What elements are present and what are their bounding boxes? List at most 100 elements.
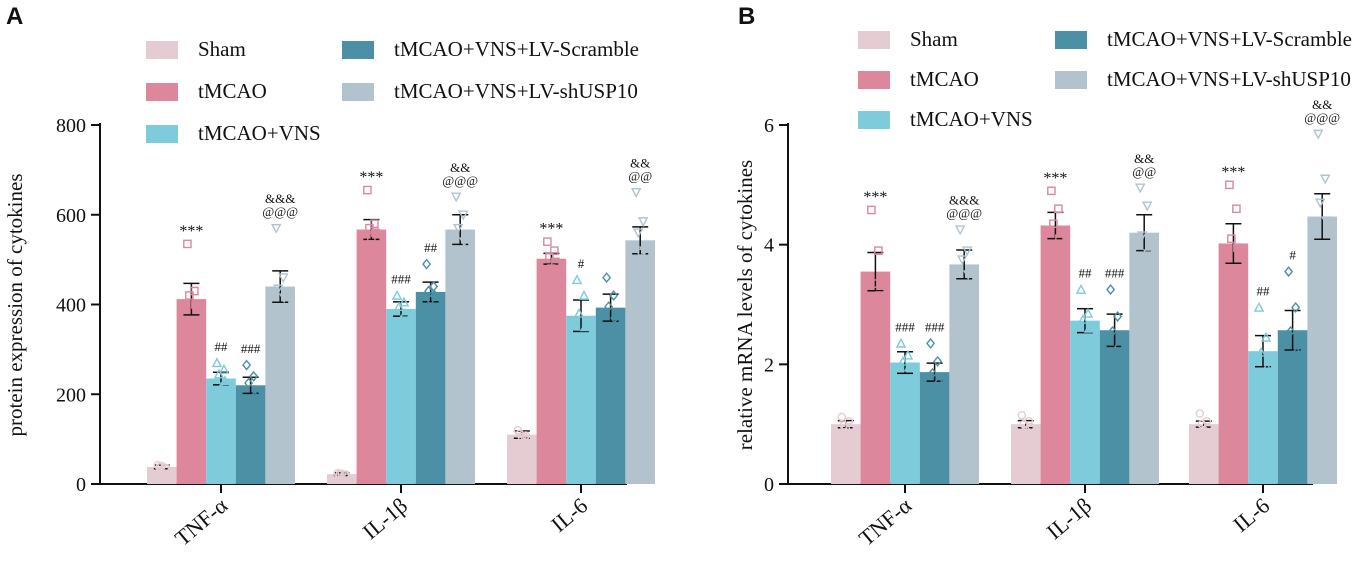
bar <box>356 229 387 484</box>
significance-label: && <box>1312 97 1332 112</box>
data-point <box>606 343 616 355</box>
significance-label: *** <box>539 221 563 238</box>
legend-label: tMCAO+VNS <box>198 121 321 145</box>
data-point <box>1110 361 1120 373</box>
legend-label: tMCAO+VNS+LV-shUSP10 <box>394 79 638 103</box>
bar <box>1248 351 1278 484</box>
data-point <box>157 461 167 471</box>
data-point <box>1284 266 1294 278</box>
legend-swatch <box>342 41 374 59</box>
data-point <box>393 301 405 312</box>
bar <box>1040 225 1071 484</box>
legend-swatch <box>1055 71 1087 89</box>
legend-swatch <box>858 111 890 129</box>
x-tick-label: IL-6 <box>546 493 592 537</box>
significance-label: && <box>1134 151 1154 166</box>
y-tick-label: 200 <box>56 384 86 406</box>
bar <box>890 362 920 484</box>
data-point <box>630 188 642 198</box>
bar <box>327 474 357 484</box>
data-point <box>1051 261 1060 270</box>
data-point <box>1108 325 1118 337</box>
legend-swatch <box>146 83 178 101</box>
data-point <box>426 294 436 306</box>
legend-swatch <box>858 71 890 89</box>
data-point <box>450 192 462 203</box>
significance-label: *** <box>1043 170 1067 187</box>
data-point <box>274 336 286 346</box>
data-point <box>272 284 284 295</box>
data-point <box>637 217 649 228</box>
data-point <box>1291 301 1301 313</box>
data-point <box>573 307 585 318</box>
data-point <box>869 279 878 288</box>
significance-label: ## <box>424 240 438 255</box>
x-tick-label: IL-6 <box>1228 493 1274 537</box>
bar <box>147 466 177 484</box>
legend-swatch <box>858 31 890 49</box>
significance-label: ## <box>1079 266 1093 281</box>
bar <box>1099 330 1130 484</box>
data-point <box>1320 216 1332 227</box>
bar <box>265 286 295 484</box>
significance-label: @@@ <box>442 173 478 188</box>
x-tick-label: IL-1β <box>358 493 413 544</box>
x-tick-label: TNF-α <box>854 492 917 550</box>
bar <box>1129 232 1159 484</box>
panel-b: B Sham tMCAO+VNS+LV-Scramble tMCAO tMCAO+VNS… <box>733 3 1352 551</box>
data-point <box>365 223 374 233</box>
significance-label: ### <box>241 341 261 356</box>
significance-label: &&& <box>949 193 979 208</box>
data-point <box>424 285 434 297</box>
data-point <box>250 390 260 402</box>
significance-label: @@@ <box>1304 110 1340 125</box>
bar <box>595 307 626 484</box>
data-point <box>903 361 915 372</box>
legend-swatch <box>342 83 374 101</box>
data-point <box>1195 409 1205 418</box>
data-point <box>902 349 914 360</box>
data-point <box>183 239 192 249</box>
data-point <box>1114 340 1124 352</box>
data-point <box>604 301 614 313</box>
significance-label: ### <box>895 319 915 334</box>
data-point <box>1141 201 1153 212</box>
data-point <box>1021 425 1031 435</box>
bar <box>860 271 891 484</box>
data-point <box>1134 183 1146 194</box>
legend-label: tMCAO+VNS <box>910 107 1033 131</box>
legend-label: tMCAO+VNS+LV-shUSP10 <box>1107 67 1351 91</box>
data-point <box>1055 234 1064 243</box>
significance-label: &&& <box>265 191 295 206</box>
data-point <box>550 246 559 255</box>
bar <box>235 385 266 484</box>
significance-label: ## <box>215 339 229 354</box>
data-point <box>867 205 876 215</box>
data-point <box>244 377 254 389</box>
data-point <box>1233 243 1242 252</box>
significance-label: ## <box>1257 283 1271 298</box>
y-axis-label: protein expression of cytokines <box>3 173 27 436</box>
data-point <box>638 246 650 257</box>
data-point <box>398 296 410 307</box>
significance-label: @@ <box>628 168 652 183</box>
bar <box>919 372 950 484</box>
data-point <box>575 361 587 372</box>
data-point <box>571 274 583 285</box>
data-point <box>218 363 230 374</box>
data-point <box>578 289 590 300</box>
data-point <box>1253 301 1265 312</box>
significance-label: ### <box>1105 266 1125 281</box>
bar <box>536 258 567 484</box>
data-point <box>1113 310 1123 322</box>
legend-label: tMCAO+VNS+LV-Scramble <box>1107 27 1352 51</box>
data-point <box>930 391 940 403</box>
data-point <box>161 463 171 473</box>
data-point <box>517 432 527 442</box>
data-point <box>956 255 968 266</box>
y-tick-label: 800 <box>56 115 86 137</box>
bar <box>507 434 537 484</box>
data-point <box>1225 180 1234 190</box>
data-point <box>191 300 200 309</box>
